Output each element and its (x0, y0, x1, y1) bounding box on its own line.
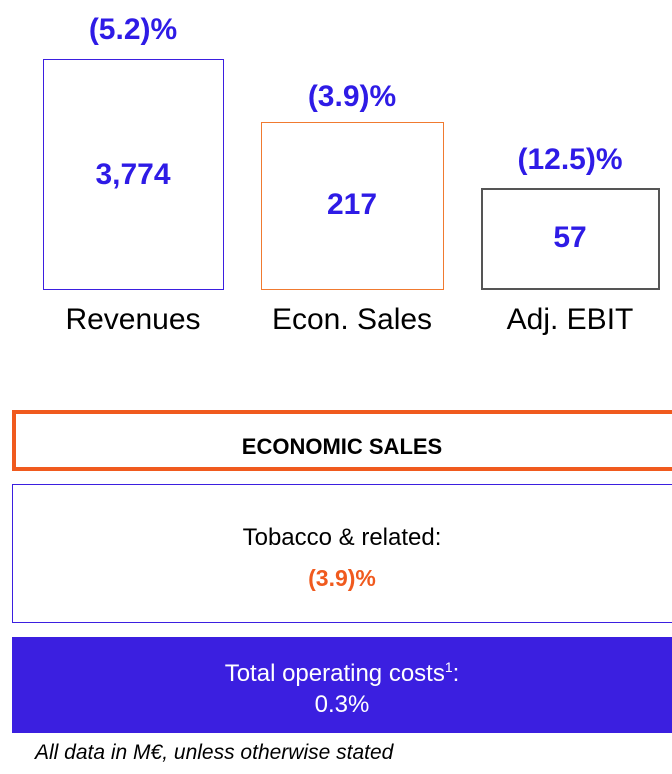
revenues-change: (5.2)% (88, 13, 178, 46)
revenues-value: 3,774 (95, 158, 171, 191)
ebit-box (481, 188, 660, 290)
costs-label-end: : (452, 660, 460, 687)
economic-sales-title: ECONOMIC SALES (241, 434, 443, 459)
tobacco-value: (3.9)% (308, 565, 376, 591)
revenues-box (43, 59, 224, 290)
costs-label: Total operating costs1: (12, 652, 672, 689)
tobacco-label: Tobacco & related: (242, 524, 442, 551)
econ-sales-value: 217 (326, 188, 378, 221)
ebit-value: 57 (553, 221, 587, 254)
ebit-label: Adj. EBIT (506, 303, 634, 336)
ebit-change: (12.5)% (517, 143, 623, 176)
econ-sales-label: Econ. Sales (271, 303, 433, 336)
revenues-label: Revenues (65, 303, 201, 336)
economic-sales-detail (12, 484, 672, 623)
footnote-marker: 1 (444, 659, 453, 675)
economic-sales-header (12, 410, 672, 471)
costs-label-text: Total operating costs (224, 660, 445, 687)
econ-sales-box (261, 122, 444, 290)
econ-sales-change: (3.9)% (307, 80, 397, 113)
costs-value: 0.3% (314, 691, 370, 718)
costs-box (12, 637, 672, 733)
footer-note: All data in M€, unless otherwise stated (35, 741, 394, 764)
